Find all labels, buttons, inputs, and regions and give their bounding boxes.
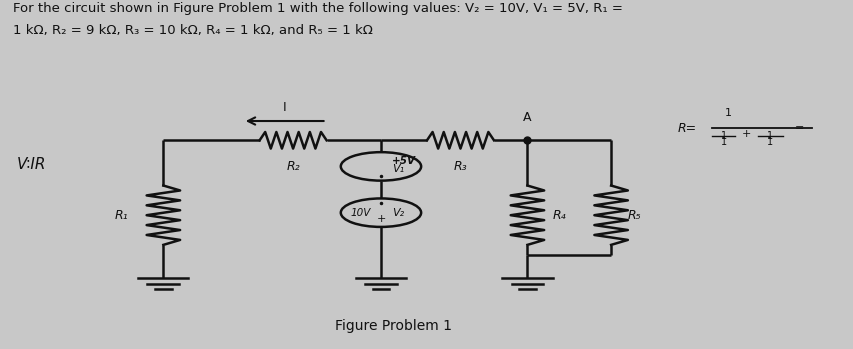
Text: 1 kΩ, R₂ = 9 kΩ, R₃ = 10 kΩ, R₄ = 1 kΩ, and R₅ = 1 kΩ: 1 kΩ, R₂ = 9 kΩ, R₃ = 10 kΩ, R₄ = 1 kΩ, … <box>13 24 372 37</box>
Text: 10V: 10V <box>350 208 370 218</box>
Text: R₅: R₅ <box>627 209 641 222</box>
Text: R₂: R₂ <box>286 161 299 173</box>
Text: R₃: R₃ <box>453 161 467 173</box>
Text: V₂: V₂ <box>392 208 403 218</box>
Text: +: + <box>376 214 386 224</box>
Text: 1: 1 <box>720 137 726 147</box>
Text: Figure Problem 1: Figure Problem 1 <box>334 319 451 333</box>
Text: R₄: R₄ <box>552 209 566 222</box>
Text: =: = <box>794 124 804 133</box>
Text: For the circuit shown in Figure Problem 1 with the following values: V₂ = 10V, V: For the circuit shown in Figure Problem … <box>13 2 622 15</box>
Text: I: I <box>282 101 287 113</box>
Text: R₁: R₁ <box>114 209 128 222</box>
Text: +5V: +5V <box>392 156 415 166</box>
Text: 1: 1 <box>724 108 731 118</box>
Text: V∶IR: V∶IR <box>17 157 46 171</box>
Text: A: A <box>523 111 531 124</box>
Text: 1: 1 <box>766 137 772 147</box>
Text: V₁: V₁ <box>392 164 403 174</box>
Text: 1: 1 <box>766 132 772 141</box>
Text: 1: 1 <box>720 132 726 141</box>
Text: R=: R= <box>677 122 696 135</box>
Text: +: + <box>741 129 751 139</box>
